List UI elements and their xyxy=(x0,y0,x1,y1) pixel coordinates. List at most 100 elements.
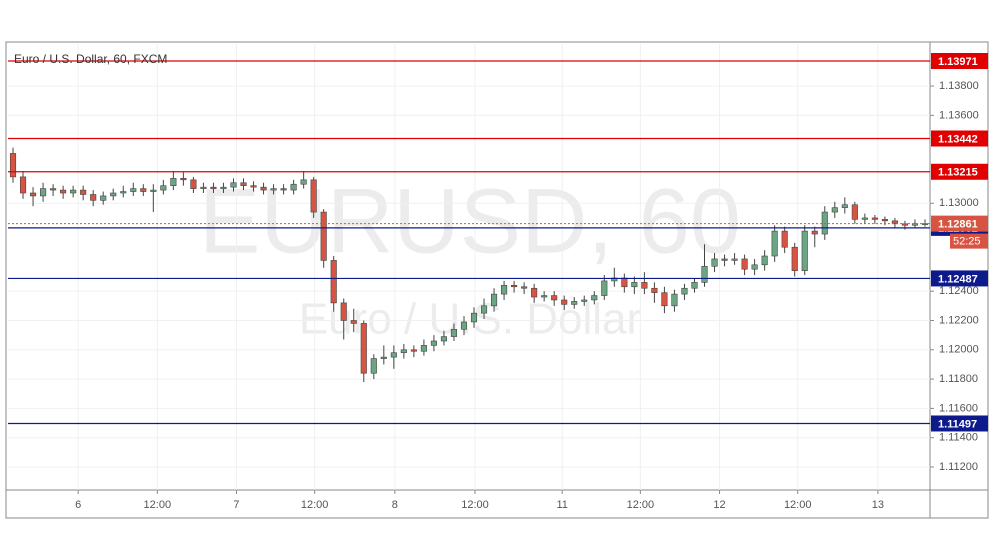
candle-body xyxy=(551,295,558,301)
candle-body xyxy=(370,358,377,374)
candle-body xyxy=(591,295,598,301)
level-box xyxy=(931,130,988,147)
x-tick-label: 11 xyxy=(556,499,567,511)
level-label: 1.13971 xyxy=(938,56,978,68)
candle-body xyxy=(621,277,628,288)
candle-body xyxy=(280,188,287,191)
candle-body xyxy=(561,299,568,305)
level-label: 1.13215 xyxy=(938,167,978,179)
level-box xyxy=(931,163,988,180)
candles xyxy=(9,147,929,383)
candle-body xyxy=(390,352,397,358)
candle-body xyxy=(190,179,197,189)
candle-body xyxy=(230,182,237,188)
candle-body xyxy=(741,258,748,270)
x-tick-label: 6 xyxy=(75,499,81,511)
candle-body xyxy=(140,188,147,192)
countdown-box xyxy=(950,233,988,249)
candle-body xyxy=(531,287,538,298)
candle-body xyxy=(691,282,698,289)
level-label: 1.12487 xyxy=(938,273,978,285)
y-tick-label: 1.12400 xyxy=(939,285,979,297)
candle-body xyxy=(480,305,488,314)
watermark-subtitle: Euro / U.S. Dollar xyxy=(299,295,641,344)
grid xyxy=(8,44,934,494)
candle-body xyxy=(861,217,868,220)
candle-body xyxy=(240,182,247,186)
candle-body xyxy=(440,336,448,342)
x-tick-label: 12:00 xyxy=(784,499,812,511)
candle-body xyxy=(871,217,878,220)
candle-body xyxy=(521,286,528,289)
candle-body xyxy=(29,192,37,197)
candle-body xyxy=(771,230,778,257)
y-tick-label: 1.13800 xyxy=(939,80,979,92)
candle-body xyxy=(410,349,417,352)
last-price-label: 1.12861 xyxy=(938,219,978,231)
candle-body xyxy=(270,188,277,191)
x-tick-label: 12:00 xyxy=(301,499,329,511)
candle-body xyxy=(601,280,608,296)
candle-body xyxy=(150,189,157,192)
y-tick-label: 1.12200 xyxy=(939,314,979,326)
candle-body xyxy=(310,179,317,213)
level-label: 1.13442 xyxy=(938,133,978,145)
candle-body xyxy=(511,285,518,288)
candle-body xyxy=(80,189,87,195)
candle-body xyxy=(70,189,77,194)
level-box xyxy=(931,270,988,287)
x-tick-label: 8 xyxy=(392,499,398,511)
candle-body xyxy=(791,246,798,271)
y-tick-label: 1.12000 xyxy=(939,344,979,356)
candle-body xyxy=(541,295,548,298)
candle-body xyxy=(200,186,207,189)
x-tick-label: 12 xyxy=(713,499,725,511)
chart-title: Euro / U.S. Dollar, 60, FXCM xyxy=(14,52,167,66)
x-tick-label: 12:00 xyxy=(144,499,172,511)
candle-body xyxy=(470,312,478,323)
candle-body xyxy=(501,285,508,295)
candle-body xyxy=(290,183,297,191)
candle-body xyxy=(631,282,638,288)
candle-body xyxy=(19,176,27,194)
candle-body xyxy=(340,302,347,321)
candle-body xyxy=(721,258,728,261)
candle-body xyxy=(731,258,738,261)
x-tick-label: 12:00 xyxy=(627,499,655,511)
candle-body xyxy=(851,204,858,220)
candle-body xyxy=(701,265,708,283)
candle-body xyxy=(110,192,117,197)
watermark: EURUSD, 60 xyxy=(199,170,741,272)
candle-body xyxy=(40,188,47,197)
candle-body xyxy=(681,287,688,295)
y-tick-label: 1.11400 xyxy=(939,432,978,444)
candle-body xyxy=(9,153,17,178)
candle-body xyxy=(571,301,578,305)
frame xyxy=(5,41,989,519)
candle-body xyxy=(911,223,919,226)
candle-body xyxy=(671,293,678,307)
candle-body xyxy=(661,292,668,307)
candle-body xyxy=(490,293,498,307)
candle-body xyxy=(50,188,57,191)
level-box xyxy=(931,415,988,432)
candle-body xyxy=(120,191,127,194)
candle-body xyxy=(641,282,648,289)
candle-body xyxy=(100,195,107,201)
candle-body xyxy=(891,220,898,225)
candle-body xyxy=(360,323,367,374)
y-tick-label: 1.13000 xyxy=(939,197,979,209)
candle-body xyxy=(180,178,187,181)
candle-body xyxy=(60,189,67,194)
candle-body xyxy=(811,230,818,235)
candle-body xyxy=(90,194,97,201)
y-tick-label: 1.11200 xyxy=(939,461,978,473)
candle-body xyxy=(420,345,427,352)
candle-body xyxy=(300,179,307,185)
candle-body xyxy=(581,299,588,302)
levels: 1.139711.134421.132151.128321.124871.114… xyxy=(8,52,988,432)
candle-body xyxy=(761,255,768,266)
y-tick-label: 1.13600 xyxy=(939,109,979,121)
candle-body xyxy=(801,230,808,271)
candle-body xyxy=(380,356,387,359)
